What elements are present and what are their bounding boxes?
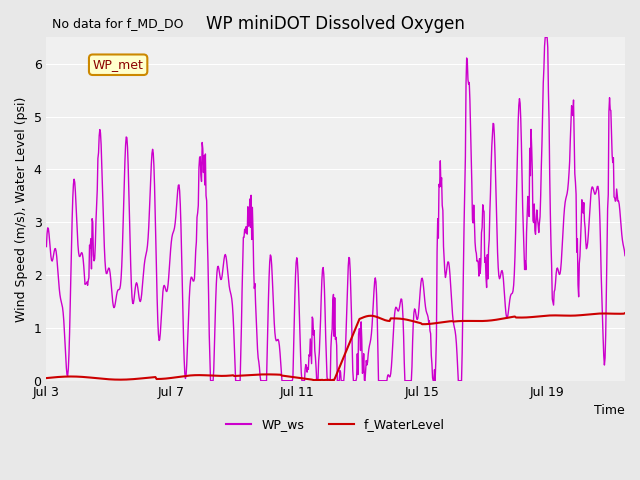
WP_ws bbox=[106, 266, 113, 272]
f_WaterLevel bbox=[317, 377, 325, 383]
f_WaterLevel bbox=[321, 377, 328, 383]
X-axis label: Time: Time bbox=[595, 404, 625, 417]
WP_ws bbox=[479, 202, 486, 208]
f_WaterLevel bbox=[609, 311, 616, 316]
WP_ws bbox=[193, 215, 201, 220]
Text: No data for f_MD_DO: No data for f_MD_DO bbox=[52, 17, 184, 30]
WP_ws bbox=[621, 253, 629, 259]
f_WaterLevel bbox=[330, 377, 338, 383]
WP_ws bbox=[543, 35, 551, 40]
WP_ws bbox=[541, 35, 549, 40]
Legend: WP_ws, f_WaterLevel: WP_ws, f_WaterLevel bbox=[221, 413, 450, 436]
f_WaterLevel bbox=[388, 315, 396, 321]
Line: f_WaterLevel: f_WaterLevel bbox=[47, 313, 625, 380]
WP_ws bbox=[455, 378, 463, 384]
WP_ws bbox=[207, 378, 214, 384]
f_WaterLevel bbox=[621, 310, 629, 316]
WP_ws bbox=[291, 320, 298, 325]
Text: WP_met: WP_met bbox=[93, 58, 143, 71]
Line: WP_ws: WP_ws bbox=[47, 37, 625, 381]
f_WaterLevel bbox=[518, 315, 525, 321]
f_WaterLevel bbox=[356, 315, 364, 321]
f_WaterLevel bbox=[43, 375, 51, 381]
Title: WP miniDOT Dissolved Oxygen: WP miniDOT Dissolved Oxygen bbox=[206, 15, 465, 33]
Y-axis label: Wind Speed (m/s), Water Level (psi): Wind Speed (m/s), Water Level (psi) bbox=[15, 96, 28, 322]
WP_ws bbox=[43, 244, 51, 250]
